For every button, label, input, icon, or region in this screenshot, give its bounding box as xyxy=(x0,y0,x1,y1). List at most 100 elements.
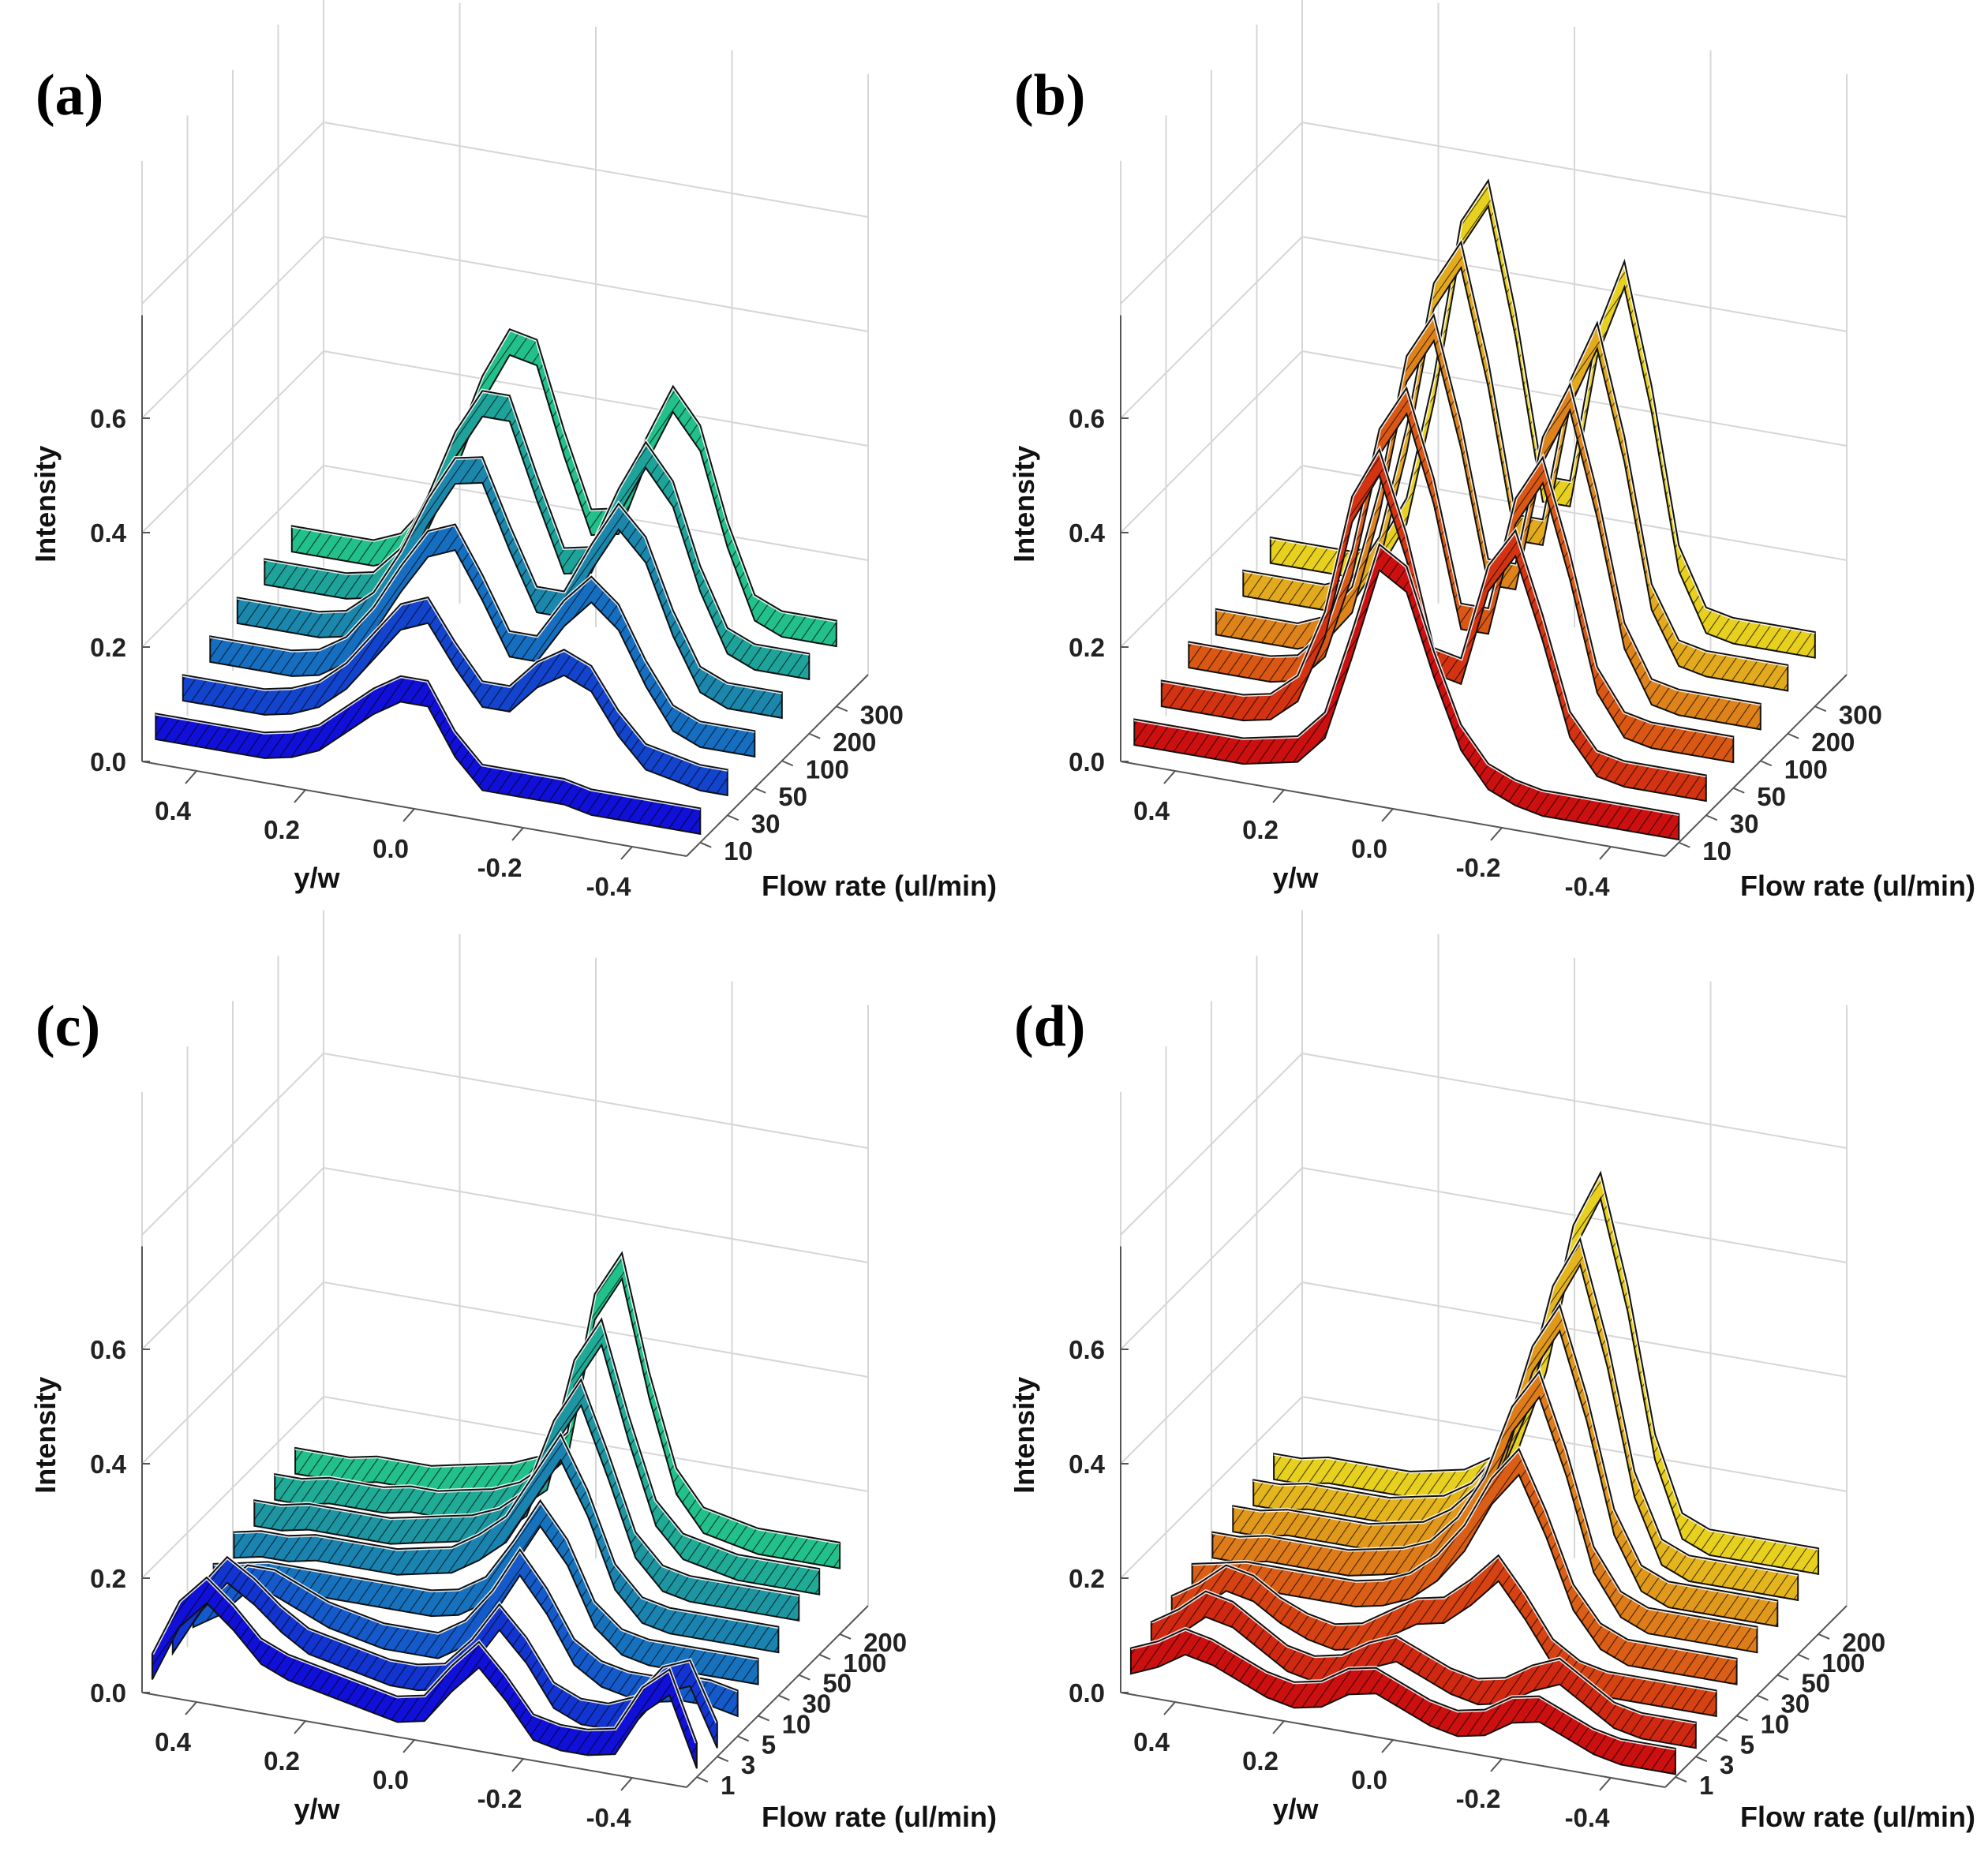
y-tick-label: 200 xyxy=(1811,728,1855,757)
y-tick-label: 100 xyxy=(1784,754,1828,784)
ribbon-top-line xyxy=(171,1555,718,1723)
ribbon-top-line xyxy=(1130,1628,1676,1749)
x-tick-mark xyxy=(511,1758,524,1772)
x-axis-title: y/w xyxy=(1272,1793,1319,1825)
z-tick-label: 0.2 xyxy=(1069,633,1105,662)
y-tick-mark xyxy=(1814,705,1827,713)
grid-line xyxy=(141,1395,869,1579)
y-tick-mark xyxy=(778,1694,790,1701)
grid-line xyxy=(1120,121,1848,305)
ribbon-series-3 xyxy=(1150,1588,1697,1749)
y-tick-label: 10 xyxy=(782,1709,811,1738)
y-tick-mark xyxy=(1675,1776,1687,1783)
ribbon-top-line xyxy=(1171,1554,1717,1692)
y-tick-mark xyxy=(758,1715,769,1722)
ribbon-hatch xyxy=(291,329,837,647)
x-tick-label: 0.2 xyxy=(264,815,300,844)
grid-line xyxy=(141,1281,869,1465)
ribbon-top-line xyxy=(152,1576,698,1743)
ribbon-hatch xyxy=(237,457,782,718)
x-tick-mark xyxy=(185,1701,197,1715)
x-tick-label: 0.4 xyxy=(1133,1727,1170,1756)
x-tick-label: -0.2 xyxy=(477,853,522,882)
y-tick-mark xyxy=(696,1776,709,1783)
y-tick-mark xyxy=(737,1735,750,1742)
x-tick-label: 0.0 xyxy=(1351,834,1387,863)
ribbon-top-line xyxy=(234,1432,779,1628)
ribbon-hatch xyxy=(1233,1305,1778,1627)
y-tick-label: 50 xyxy=(1757,782,1786,811)
ribbon-top-line xyxy=(193,1548,739,1692)
panel-c: (c) 0.0 0.2 0.4 0.6 0.4 0.2 0.0 -0.2 -0.4 13510305… xyxy=(29,910,997,1833)
ribbon-hatch xyxy=(1274,1173,1819,1574)
ribbon-series-10 xyxy=(155,674,702,836)
ribbon-hatch xyxy=(213,1500,758,1685)
ribbon-hatch xyxy=(210,524,755,757)
ribbon-hatch xyxy=(193,1549,738,1716)
ribbon-series-1 xyxy=(1129,1626,1676,1775)
ribbon-top-line xyxy=(1212,1370,1758,1628)
axes: 0.0 0.2 0.4 0.6 0.4 0.2 0.0 -0.2 -0.4 10305010020… xyxy=(29,315,997,902)
y-tick-mark xyxy=(699,841,712,848)
x-tick-mark xyxy=(1490,1758,1503,1772)
ribbon-series-50 xyxy=(209,522,756,758)
ribbon-hatch xyxy=(155,675,701,834)
y-axis xyxy=(686,1605,869,1788)
ribbon-top-line xyxy=(1189,386,1734,738)
y-axis xyxy=(1664,1605,1848,1788)
z-tick-label: 0.4 xyxy=(90,518,127,548)
panel-d: (d) 0.0 0.2 0.4 0.6 0.4 0.2 0.0 -0.2 -0.4 13510305… xyxy=(1008,910,1975,1833)
y-tick-mark xyxy=(1776,1674,1789,1681)
panel-label: (c) xyxy=(36,994,100,1059)
x-tick-mark xyxy=(402,808,415,822)
y-tick-mark xyxy=(1797,1653,1810,1660)
ribbon-top-line xyxy=(155,675,701,810)
ribbon-hatch xyxy=(275,1319,820,1595)
z-tick-label: 0.2 xyxy=(90,633,126,662)
y-axis xyxy=(686,674,869,857)
z-tick-label: 0.6 xyxy=(1069,404,1105,433)
panel-a: (a) 0.0 0.2 0.4 0.6 0.4 0.2 0.0 -0.2 -0.4 10305010… xyxy=(29,0,997,902)
x-tick-mark xyxy=(1599,846,1612,860)
y-axis-title: Flow rate (ul/min) xyxy=(762,870,997,902)
y-tick-label: 200 xyxy=(1842,1628,1885,1657)
x-tick-label: -0.2 xyxy=(477,1784,522,1813)
grid-line xyxy=(1120,235,1848,419)
ribbon-hatch xyxy=(1134,544,1679,840)
y-tick-mark xyxy=(798,1674,811,1681)
x-tick-label: -0.2 xyxy=(1456,853,1501,882)
z-tick-label: 0.4 xyxy=(90,1450,127,1479)
ribbon-hatch xyxy=(1130,1629,1675,1775)
y-tick-mark xyxy=(808,732,821,739)
y-tick-mark xyxy=(717,1756,729,1763)
x-tick-label: 0.2 xyxy=(264,1746,300,1775)
axes: 0.0 0.2 0.4 0.6 0.4 0.2 0.0 -0.2 -0.4 13510305010… xyxy=(1008,1246,1975,1833)
panel-b: (b) 0.0 0.2 0.4 0.6 0.4 0.2 0.0 -0.2 -0.4 10305010… xyxy=(1008,0,1975,902)
grid-line xyxy=(141,1166,869,1350)
z-tick-label: 0.6 xyxy=(90,1335,126,1364)
x-tick-mark xyxy=(1599,1777,1612,1791)
x-tick-label: 0.2 xyxy=(1242,1746,1279,1775)
z-tick-label: 0.6 xyxy=(1069,1335,1105,1364)
y-axis xyxy=(1664,674,1848,857)
y-tick-mark xyxy=(818,1653,831,1660)
axes: 0.0 0.2 0.4 0.6 0.4 0.2 0.0 -0.2 -0.4 13510305010… xyxy=(29,1246,997,1833)
x-tick-mark xyxy=(1381,808,1394,822)
y-tick-mark xyxy=(1678,841,1690,848)
z-tick-label: 0.4 xyxy=(1069,518,1106,548)
y-tick-label: 50 xyxy=(778,782,807,811)
x-tick-label: -0.4 xyxy=(1565,1803,1611,1832)
x-tick-label: -0.4 xyxy=(1565,872,1611,901)
ribbon-series-100 xyxy=(1215,310,1761,731)
x-tick-label: 0.2 xyxy=(1242,815,1279,844)
x-tick-mark xyxy=(620,1777,633,1791)
ribbon-series-30 xyxy=(1211,1367,1758,1654)
ribbon-top-line xyxy=(1192,1447,1737,1659)
y-tick-label: 100 xyxy=(843,1648,886,1678)
y-tick-label: 300 xyxy=(860,700,904,729)
x-tick-mark xyxy=(1490,827,1503,841)
y-tick-label: 30 xyxy=(751,809,781,838)
panel-label: (d) xyxy=(1014,994,1085,1059)
ribbon-series-300 xyxy=(290,327,837,648)
ribbon-top-line xyxy=(294,1251,841,1543)
